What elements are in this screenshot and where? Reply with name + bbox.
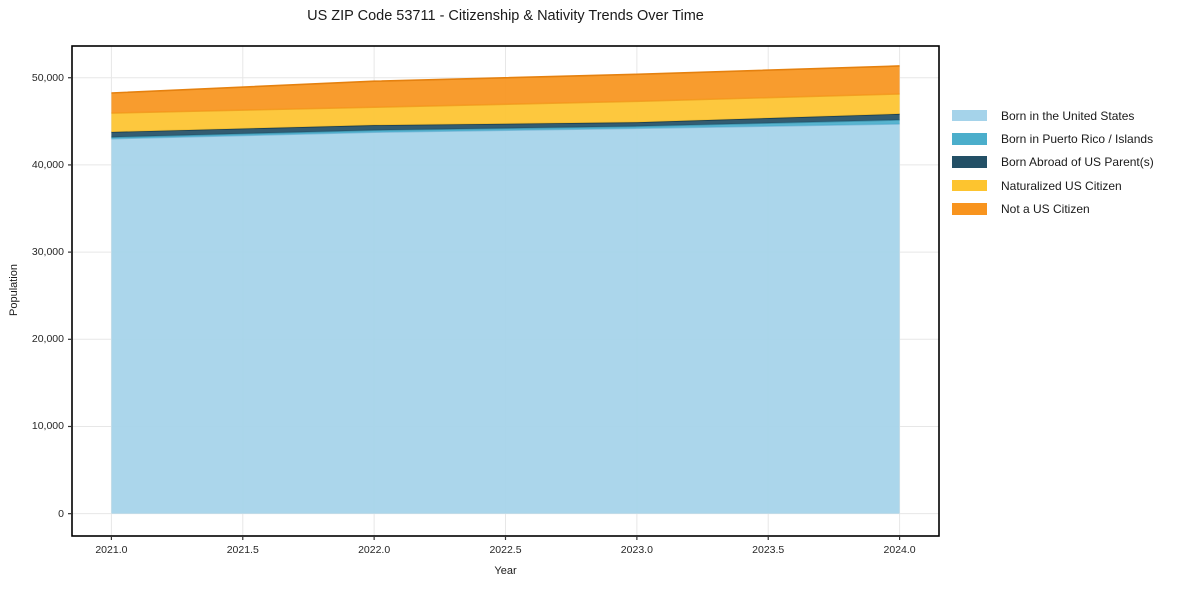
area-series-1 xyxy=(111,119,900,139)
area-series-0 xyxy=(111,123,900,514)
legend-label: Naturalized US Citizen xyxy=(1001,178,1122,193)
legend-label: Born in Puerto Rico / Islands xyxy=(1001,131,1154,146)
y-tick-label: 40,000 xyxy=(31,158,64,171)
legend-item: Not a US Citizen xyxy=(952,197,1154,220)
legend-label: Born Abroad of US Parent(s) xyxy=(1001,155,1154,170)
legend-item: Born in Puerto Rico / Islands xyxy=(952,127,1154,150)
x-tick-label: 2023.0 xyxy=(620,544,653,556)
x-tick-label: 2022.5 xyxy=(489,544,522,556)
chart-title: US ZIP Code 53711 - Citizenship & Nativi… xyxy=(307,8,704,24)
y-axis-label: Population xyxy=(8,264,20,316)
x-axis-label: Year xyxy=(494,565,517,577)
legend-swatch xyxy=(952,179,987,192)
legend-label: Born in the United States xyxy=(1001,108,1135,123)
area-series-4 xyxy=(111,65,900,114)
x-tick-label: 2021.0 xyxy=(95,544,128,556)
legend-item: Naturalized US Citizen xyxy=(952,174,1154,197)
x-tick-label: 2022.0 xyxy=(358,544,391,556)
area-series-3 xyxy=(111,93,900,132)
legend-swatch xyxy=(952,156,987,168)
x-tick-label: 2021.5 xyxy=(226,544,259,556)
legend-swatch xyxy=(952,203,987,215)
area-series-edge-0 xyxy=(111,123,900,140)
y-tick-label: 30,000 xyxy=(31,246,64,259)
legend-item: Born in the United States xyxy=(952,104,1154,127)
legend: Born in the United States Born in Puerto … xyxy=(952,104,1154,220)
x-tick-label: 2023.5 xyxy=(752,544,785,556)
area-series-2 xyxy=(111,113,900,138)
legend-swatch xyxy=(952,109,987,122)
legend-label: Not a US Citizen xyxy=(1001,201,1090,216)
x-tick-label: 2024.0 xyxy=(883,544,916,556)
legend-item: Born Abroad of US Parent(s) xyxy=(952,151,1154,174)
y-tick-label: 50,000 xyxy=(31,71,64,84)
y-tick-label: 0 xyxy=(58,507,64,520)
y-tick-label: 10,000 xyxy=(31,420,64,433)
area-series-edge-4 xyxy=(111,65,900,94)
y-tick-label: 20,000 xyxy=(31,333,64,346)
legend-swatch xyxy=(952,133,987,145)
